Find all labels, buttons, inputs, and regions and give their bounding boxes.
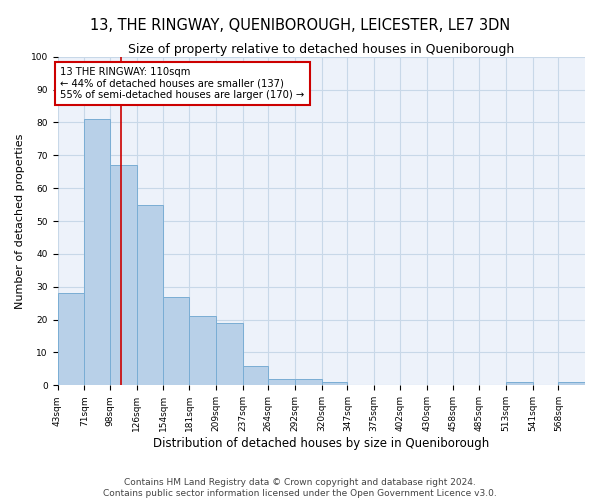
Y-axis label: Number of detached properties: Number of detached properties: [15, 134, 25, 308]
Bar: [506, 382, 533, 386]
Bar: [216, 323, 242, 386]
Bar: [58, 294, 84, 386]
Text: Contains HM Land Registry data © Crown copyright and database right 2024.
Contai: Contains HM Land Registry data © Crown c…: [103, 478, 497, 498]
Bar: [268, 379, 295, 386]
Bar: [163, 296, 189, 386]
Bar: [295, 379, 322, 386]
Bar: [242, 366, 268, 386]
Bar: [558, 382, 585, 386]
Text: 13, THE RINGWAY, QUENIBOROUGH, LEICESTER, LE7 3DN: 13, THE RINGWAY, QUENIBOROUGH, LEICESTER…: [90, 18, 510, 32]
Bar: [189, 316, 216, 386]
Bar: [110, 165, 137, 386]
Bar: [84, 119, 110, 386]
Title: Size of property relative to detached houses in Queniborough: Size of property relative to detached ho…: [128, 42, 514, 56]
X-axis label: Distribution of detached houses by size in Queniborough: Distribution of detached houses by size …: [153, 437, 490, 450]
Text: 13 THE RINGWAY: 110sqm
← 44% of detached houses are smaller (137)
55% of semi-de: 13 THE RINGWAY: 110sqm ← 44% of detached…: [61, 66, 305, 100]
Bar: [322, 382, 347, 386]
Bar: [137, 204, 163, 386]
